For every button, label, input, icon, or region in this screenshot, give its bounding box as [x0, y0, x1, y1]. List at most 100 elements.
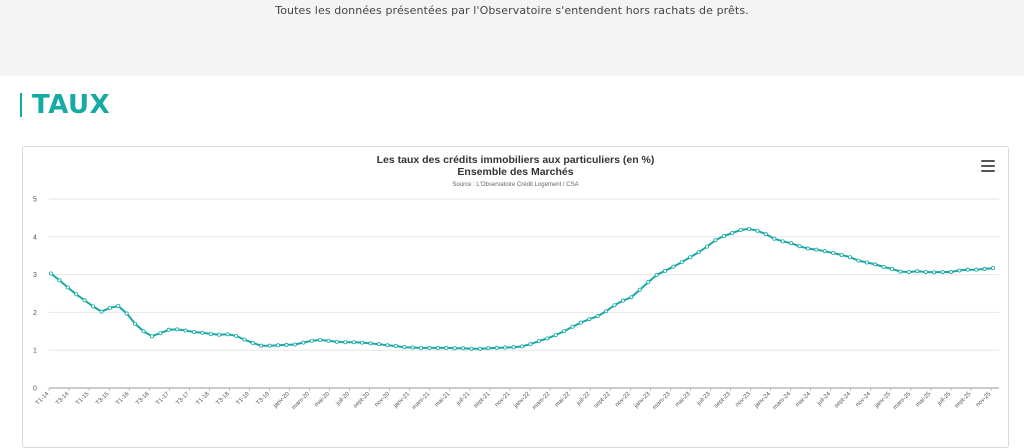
data-point	[91, 304, 96, 309]
data-point	[511, 345, 516, 350]
x-tick-label: T1-18	[195, 391, 211, 407]
data-point	[957, 268, 962, 273]
data-point	[848, 255, 853, 260]
data-point	[259, 343, 264, 348]
chart-container: Les taux des crédits immobiliers aux par…	[22, 146, 1009, 448]
x-tick-label: juil-20	[335, 391, 352, 408]
y-tick-label: 0	[33, 386, 37, 393]
data-point	[309, 338, 314, 343]
data-point	[486, 346, 491, 351]
data-point	[923, 269, 928, 274]
x-tick-label: nov-23	[735, 391, 753, 409]
x-tick-label: sept-23	[713, 391, 732, 410]
data-point	[99, 309, 104, 314]
y-tick-label: 5	[33, 197, 37, 204]
x-tick-label: mai-21	[434, 391, 452, 409]
x-tick-label: juil-22	[575, 391, 592, 408]
x-tick-label: T1-17	[155, 391, 171, 407]
x-tick-label: mars-24	[772, 391, 792, 411]
data-point	[452, 346, 457, 351]
section-header: TAUX	[20, 89, 110, 121]
data-point	[343, 340, 348, 345]
data-point	[242, 337, 247, 342]
x-tick-label: janv-21	[392, 391, 411, 410]
x-tick-label: T1-15	[75, 391, 91, 407]
x-tick-label: mai-20	[314, 391, 332, 409]
data-point	[494, 345, 499, 350]
data-point	[814, 247, 819, 252]
data-point	[906, 269, 911, 274]
data-point	[873, 262, 878, 267]
disclaimer-text: Toutes les données présentées par l'Obse…	[275, 4, 749, 17]
chart-title: Les taux des crédits immobiliers aux par…	[376, 154, 655, 166]
x-tick-label: mars-20	[291, 391, 311, 411]
data-point	[797, 244, 802, 249]
x-tick-label: T3-16	[135, 391, 151, 407]
x-tick-label: T1-19	[236, 391, 252, 407]
data-point	[553, 333, 558, 338]
data-point	[360, 340, 365, 345]
data-point	[772, 236, 777, 241]
data-point	[435, 345, 440, 350]
data-point	[74, 292, 79, 297]
data-point	[82, 298, 87, 303]
x-tick-label: mai-22	[554, 391, 572, 409]
x-tick-label: sept-24	[834, 391, 853, 410]
data-point	[991, 266, 996, 271]
x-tick-label: T3-18	[215, 391, 231, 407]
x-tick-label: juil-21	[455, 391, 472, 408]
data-point	[107, 305, 112, 310]
info-band: Toutes les données présentées par l'Obse…	[0, 0, 1024, 76]
data-point	[780, 239, 785, 244]
data-point	[932, 270, 937, 275]
x-tick-label: mars-21	[411, 391, 431, 411]
chart-title-block: Les taux des crédits immobiliers aux par…	[23, 154, 1008, 178]
data-point	[562, 329, 567, 334]
data-point	[385, 343, 390, 348]
data-point	[334, 339, 339, 344]
data-point	[974, 267, 979, 272]
data-point	[191, 330, 196, 335]
chart-subtitle: Ensemble des Marchés	[457, 166, 574, 178]
data-point	[856, 258, 861, 263]
x-tick-label: T1-14	[35, 391, 51, 407]
data-point	[444, 345, 449, 350]
data-point	[915, 269, 920, 274]
chart-source: Source : L'Observatoire Crédit Logement …	[452, 182, 579, 188]
hamburger-menu-icon[interactable]	[981, 160, 995, 172]
x-tick-label: sept-21	[473, 391, 492, 410]
data-point	[469, 346, 474, 351]
data-point	[696, 250, 701, 255]
data-point	[402, 345, 407, 350]
data-point	[57, 278, 62, 283]
data-point	[175, 327, 180, 332]
data-point	[368, 341, 373, 346]
data-point	[284, 342, 289, 347]
data-point	[377, 342, 382, 347]
data-point	[805, 246, 810, 251]
data-point	[519, 344, 524, 349]
data-point	[965, 267, 970, 272]
x-tick-label: nov-24	[855, 391, 873, 409]
data-point	[48, 271, 53, 276]
data-point	[747, 226, 752, 231]
data-point	[477, 346, 482, 351]
data-point	[705, 244, 710, 249]
data-point	[822, 249, 827, 254]
data-point	[948, 269, 953, 274]
data-point	[217, 332, 222, 337]
x-tick-label: T3-15	[95, 391, 111, 407]
data-point	[881, 265, 886, 270]
x-tick-label: nov-25	[975, 391, 993, 409]
data-point	[604, 309, 609, 314]
x-tick-label: juil-25	[936, 391, 953, 408]
x-tick-label: T3-14	[55, 391, 71, 407]
data-point	[831, 251, 836, 256]
data-point	[200, 330, 205, 335]
data-point	[730, 231, 735, 236]
data-point	[789, 241, 794, 246]
data-point	[318, 337, 323, 342]
data-point	[166, 327, 171, 332]
x-tick-label: mars-22	[532, 391, 552, 411]
